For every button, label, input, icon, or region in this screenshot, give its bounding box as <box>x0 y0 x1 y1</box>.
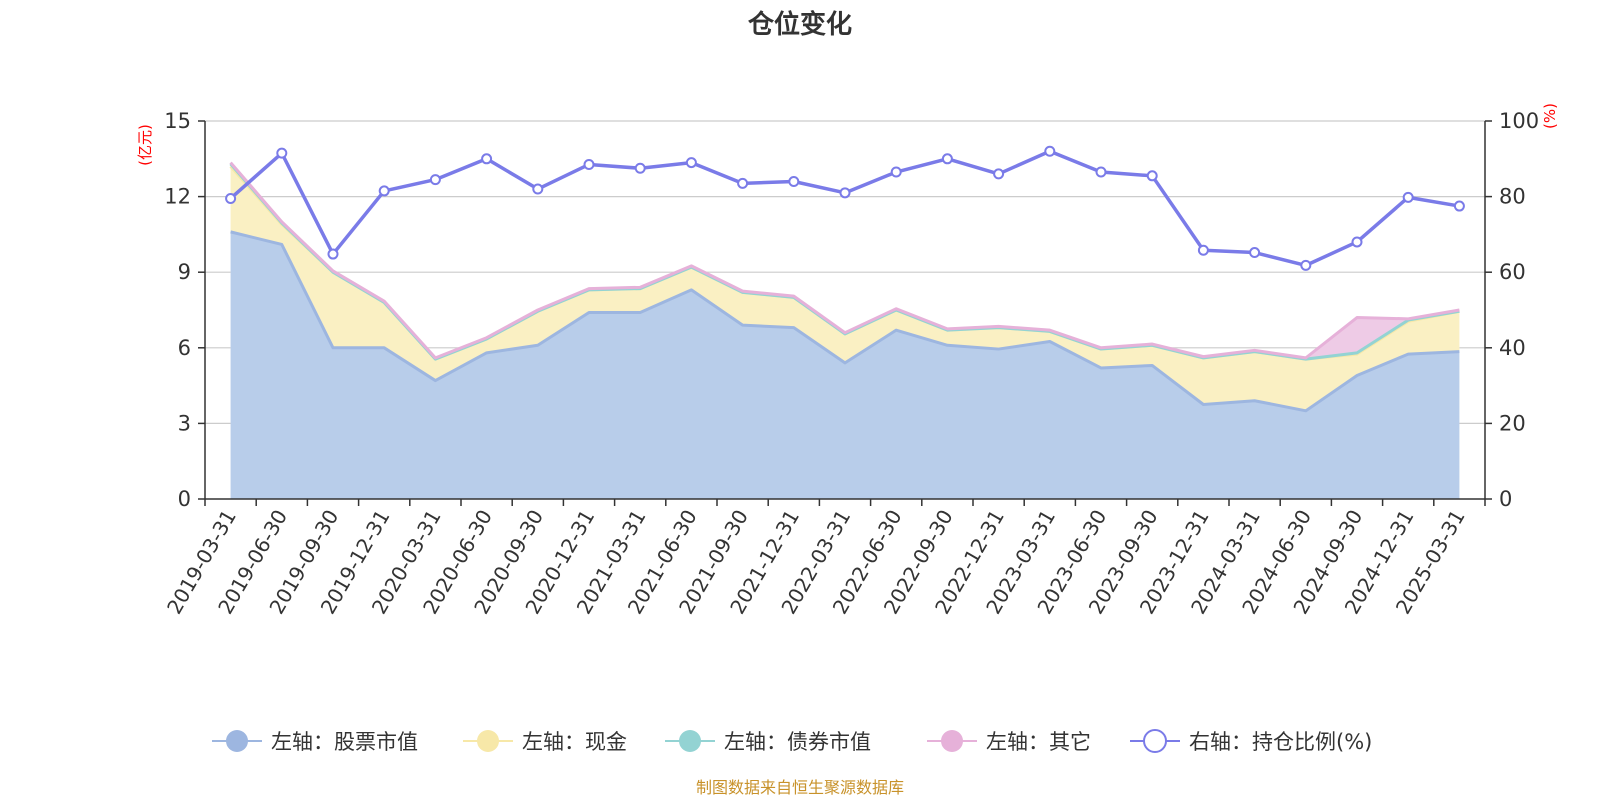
ratio-point <box>532 183 544 195</box>
ratio-point <box>993 168 1005 180</box>
ratio-point <box>1146 170 1158 182</box>
ratio-point <box>1351 236 1363 248</box>
line-ratio <box>229 149 1460 268</box>
legend-label: 左轴：股票市值 <box>271 730 418 754</box>
legend-swatch-marker <box>941 730 963 752</box>
ratio-point <box>583 158 595 170</box>
legend: 左轴：股票市值 左轴：现金 左轴：债券市值 左轴：其它 右轴：持仓比例(%) <box>212 729 1372 754</box>
left-axis-unit: (亿元) <box>136 124 154 166</box>
chart-title: 仓位变化 <box>747 9 852 40</box>
right-tick-label: 100 <box>1499 109 1539 133</box>
legend-label: 左轴：现金 <box>522 730 627 754</box>
ratio-point <box>276 147 288 159</box>
ratio-point <box>429 174 441 186</box>
right-tick-label: 80 <box>1499 185 1526 209</box>
data-source-note: 制图数据来自恒生聚源数据库 <box>696 778 904 797</box>
legend-label: 左轴：其它 <box>986 730 1091 754</box>
ratio-point <box>1453 200 1465 212</box>
ratio-point <box>737 177 749 189</box>
ratio-point <box>1044 145 1056 157</box>
legend-swatch-marker <box>477 730 499 752</box>
left-tick-label: 9 <box>178 260 191 284</box>
legend-swatch-marker <box>679 730 701 752</box>
right-tick-label: 60 <box>1499 260 1526 284</box>
left-tick-label: 3 <box>178 411 191 435</box>
ratio-point <box>378 185 390 197</box>
legend-label: 右轴：持仓比例(%) <box>1189 730 1372 754</box>
right-axis-unit: (%) <box>1541 103 1559 129</box>
right-tick-label: 40 <box>1499 336 1526 360</box>
line-左轴：股票市值 <box>230 230 1460 413</box>
ratio-point <box>1095 166 1107 178</box>
ratio-point <box>890 166 902 178</box>
left-tick-label: 6 <box>178 336 191 360</box>
ratio-point <box>1249 247 1261 259</box>
area-左轴：现金 <box>230 166 1460 411</box>
ratio-point <box>839 187 851 199</box>
legend-label: 左轴：债券市值 <box>724 730 871 754</box>
legend-swatch-marker <box>226 730 248 752</box>
ratio-point <box>1300 259 1312 271</box>
area-左轴：股票市值 <box>230 231 1460 499</box>
legend-swatch-marker <box>1143 729 1167 753</box>
ratio-point <box>481 153 493 165</box>
ratio-point <box>685 157 697 169</box>
left-tick-label: 0 <box>178 487 191 511</box>
line-左轴：其它 <box>229 161 1460 360</box>
left-tick-label: 12 <box>164 185 191 209</box>
left-tick-label: 15 <box>164 109 191 133</box>
right-tick-label: 0 <box>1499 487 1512 511</box>
ratio-point <box>225 192 237 204</box>
ratio-point <box>1197 244 1209 256</box>
ratio-point <box>1402 191 1414 203</box>
stacked-areas <box>230 162 1460 499</box>
ratio-point <box>634 162 646 174</box>
ratio-point <box>941 153 953 165</box>
right-tick-label: 20 <box>1499 411 1526 435</box>
ratio-points <box>225 145 1465 271</box>
ratio-point <box>788 175 800 187</box>
ratio-point <box>327 248 339 260</box>
